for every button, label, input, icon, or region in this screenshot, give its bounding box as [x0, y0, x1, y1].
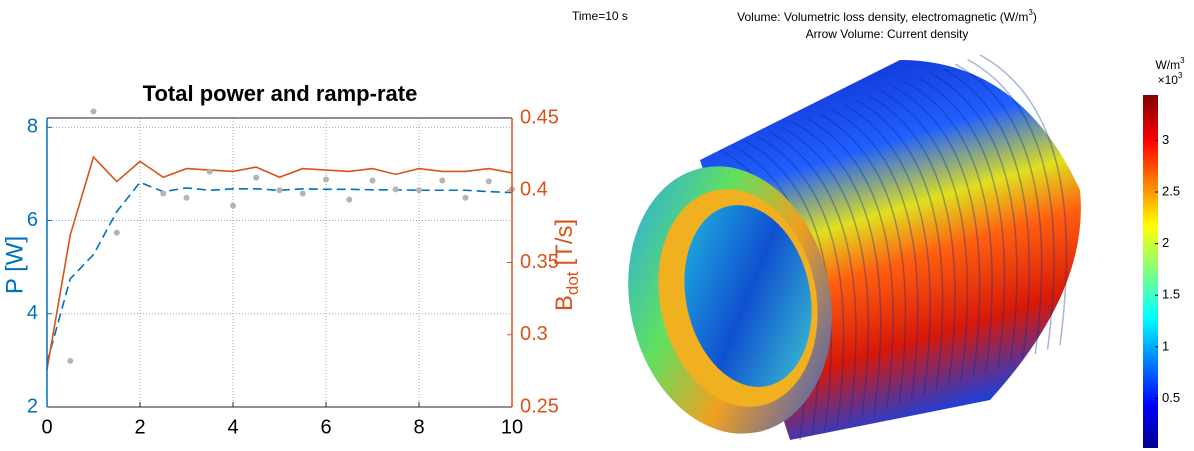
scatter-point [439, 177, 445, 183]
y2-tick-label: 0.4 [520, 179, 548, 201]
render-title-post: ) [1033, 10, 1037, 24]
y2-tick-label: 0.25 [520, 395, 559, 417]
page: {"chart_data": {"type": "line", "title":… [0, 0, 1194, 451]
colorbar-tick-label: 1.5 [1162, 287, 1180, 302]
colorbar-unit-main: W/m [1155, 58, 1180, 72]
scatter-point [114, 230, 120, 236]
y2-tick-label: 0.3 [520, 323, 548, 345]
colorbar-tick-label: 2.5 [1162, 183, 1180, 198]
y-tick-label: 8 [27, 116, 38, 138]
render-title: Volume: Volumetric loss density, electro… [737, 8, 1037, 24]
scatter-point [463, 195, 469, 201]
y-tick-label: 6 [27, 209, 38, 231]
scatter-point [300, 191, 306, 197]
render-title-pre: Volume: Volumetric loss density, electro… [737, 10, 1028, 24]
scatter-point [323, 177, 329, 183]
colorbar-multiplier: ×103 [1158, 71, 1183, 87]
time-label: Time=10 s [572, 9, 628, 23]
scatter-point [160, 191, 166, 197]
colorbar-multiplier-sup: 3 [1178, 71, 1183, 80]
colorbar-multiplier-main: ×10 [1158, 73, 1179, 87]
colorbar-ticks: 0.5 1 1.5 2 2.5 3 [1155, 132, 1180, 405]
colorbar-tick-label: 0.5 [1162, 390, 1180, 405]
y2-tick-label: 0.35 [520, 251, 559, 273]
scatter-point [370, 177, 376, 183]
colorbar-unit: W/m3 [1155, 56, 1185, 72]
scatter-point [91, 108, 97, 114]
colorbar-tick-label: 3 [1162, 132, 1169, 147]
colorbar-unit-sup: 3 [1180, 56, 1185, 65]
y2-axis-label-main: B [551, 295, 578, 311]
scatter-point [486, 178, 492, 184]
scatter-point [207, 169, 213, 175]
scatter-point [230, 203, 236, 209]
scatter-point [393, 186, 399, 192]
y-tick-label: 2 [27, 395, 38, 417]
y-axis-label: P [W] [1, 236, 28, 294]
x-tick-label: 4 [227, 416, 238, 438]
scatter-point [184, 195, 190, 201]
y2-axis-label-sub: dot [563, 271, 582, 295]
scatter-point [346, 197, 352, 203]
motor-render [604, 55, 1081, 451]
scatter-point [416, 187, 422, 193]
x-tick-label: 8 [413, 416, 424, 438]
figure: Total power and ramp-rate P [W] Bdot[T/s… [0, 0, 1194, 451]
x-tick-label: 10 [501, 416, 523, 438]
x-tick-label: 6 [320, 416, 331, 438]
y-tick-label: 4 [27, 302, 38, 324]
y2-tick-label: 0.45 [520, 106, 559, 128]
render-subtitle: Arrow Volume: Current density [806, 27, 969, 41]
colorbar [1143, 95, 1158, 448]
x-tick-label: 0 [41, 416, 52, 438]
scatter-point [67, 358, 73, 364]
scatter-point [253, 175, 259, 181]
chart-title: Total power and ramp-rate [143, 81, 418, 106]
colorbar-tick-label: 2 [1162, 235, 1169, 250]
colorbar-tick-label: 1 [1162, 338, 1169, 353]
scatter-point [277, 187, 283, 193]
x-tick-label: 2 [134, 416, 145, 438]
plot-background [47, 118, 512, 407]
